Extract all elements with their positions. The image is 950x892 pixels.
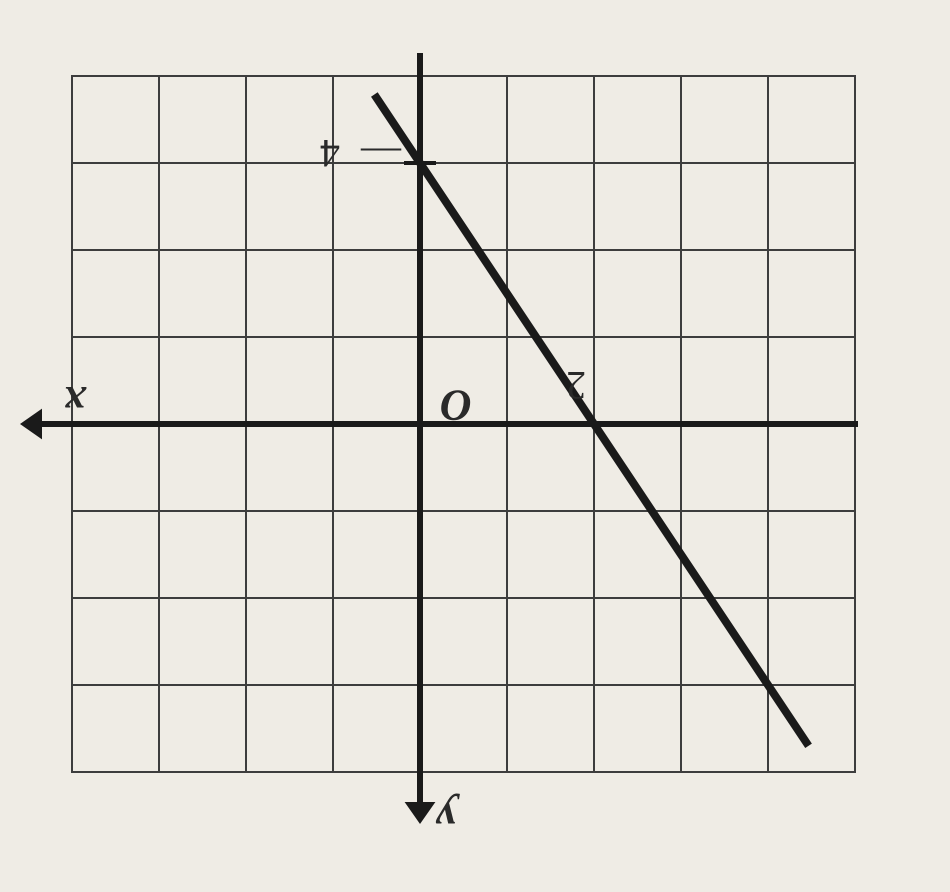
chart-frame: x y O 2 4 — <box>0 0 950 892</box>
origin-label: O <box>440 380 472 431</box>
chart-svg <box>0 0 950 892</box>
y-axis-label: y <box>436 792 456 843</box>
x-axis-label: x <box>64 376 86 427</box>
y-tick-4: 4 <box>320 130 340 177</box>
x-tick-2: 2 <box>566 362 586 409</box>
y-tick-4-dash: — <box>362 130 401 177</box>
